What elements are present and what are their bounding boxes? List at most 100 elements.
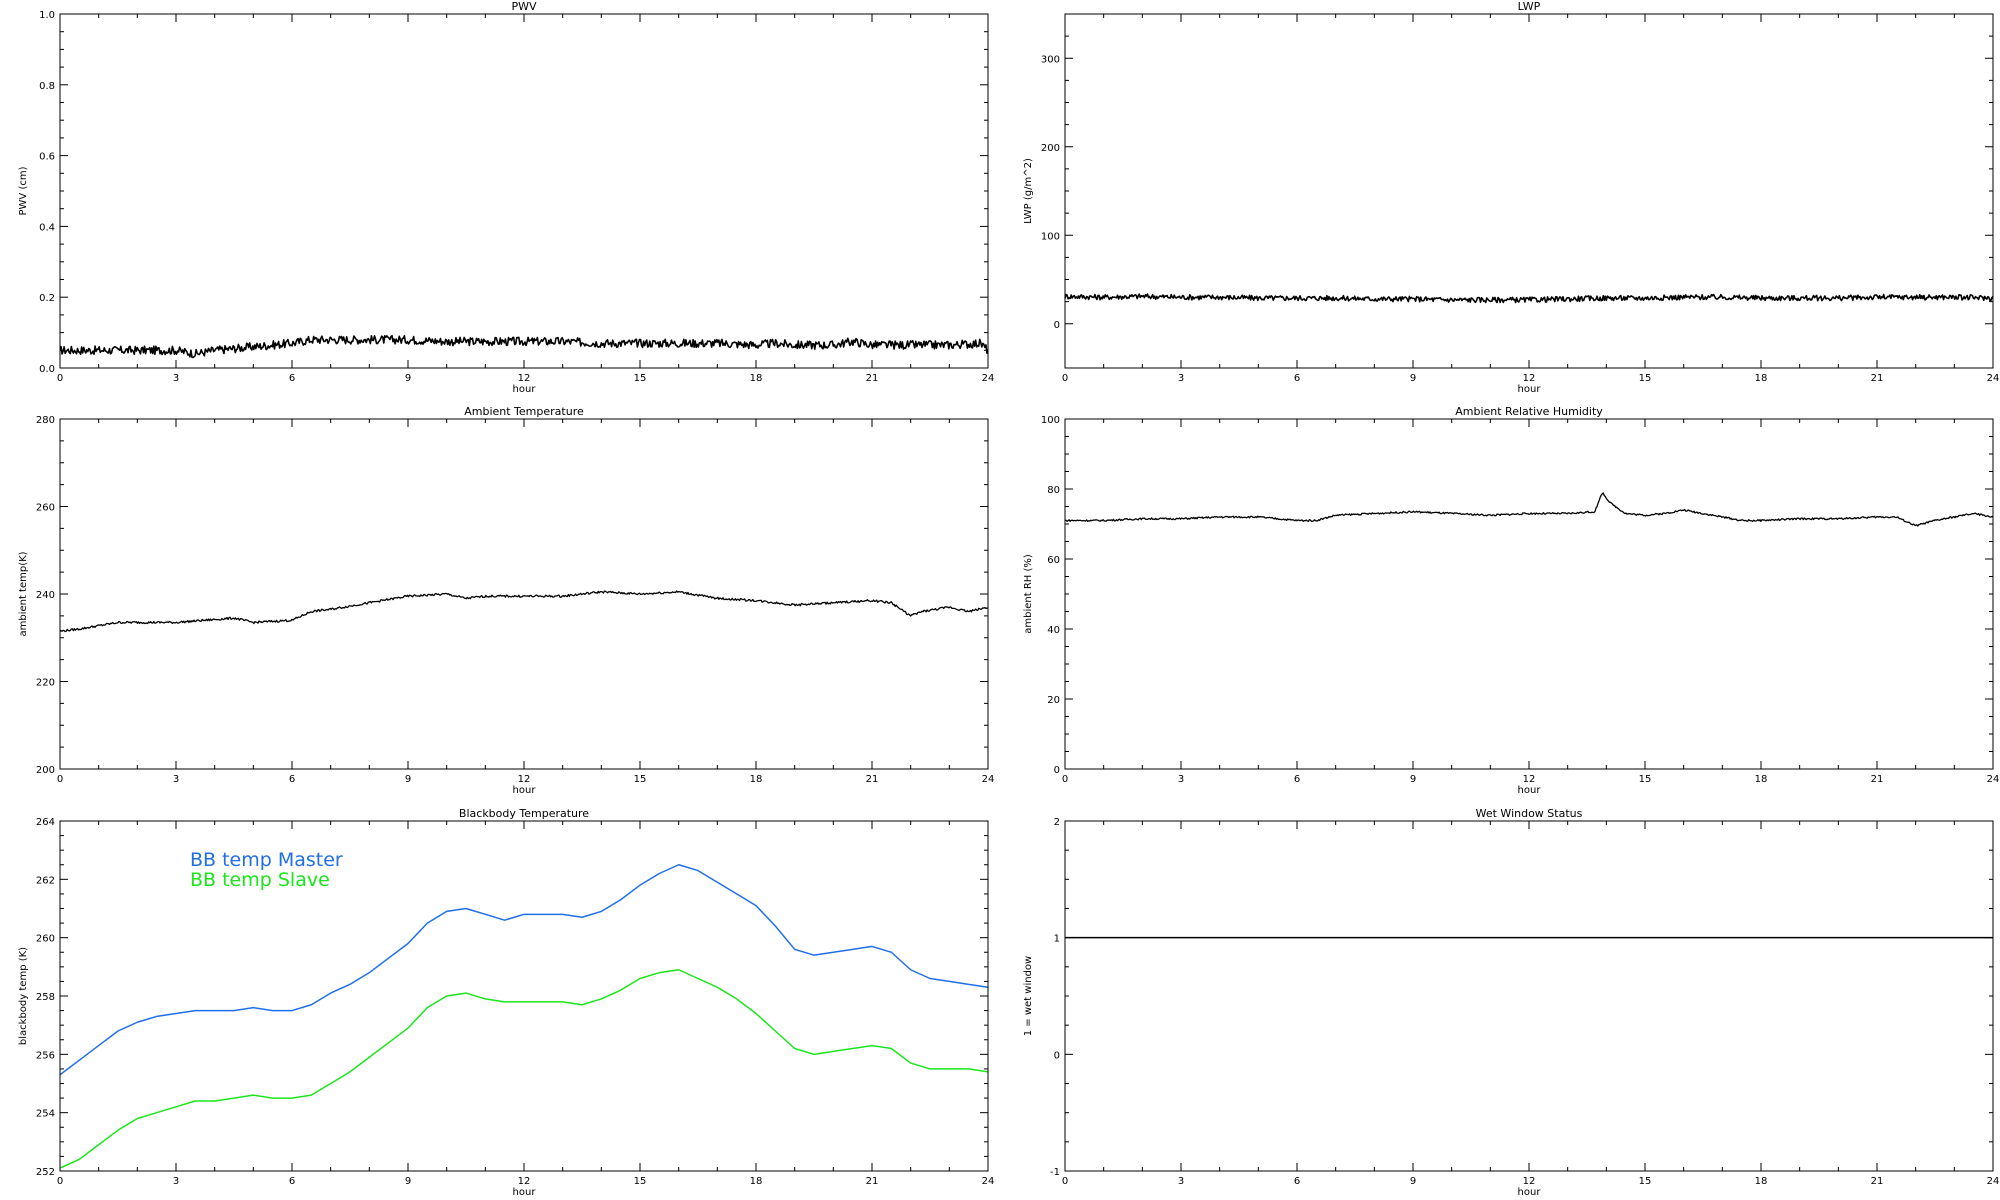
chart-title: LWP xyxy=(1518,0,1541,13)
plot-frame xyxy=(1064,13,1994,369)
x-axis-label: hour xyxy=(513,785,537,796)
x-tick-label: 6 xyxy=(1294,774,1300,785)
y-tick-label: 0.8 xyxy=(39,81,55,92)
y-tick-label: 0 xyxy=(1054,320,1060,331)
y-tick-label: 200 xyxy=(1041,143,1060,154)
y-tick-label: 0 xyxy=(1054,765,1060,776)
x-tick-label: 24 xyxy=(1987,373,2000,384)
x-tick-label: 21 xyxy=(1871,1176,1884,1187)
y-axis-label: PWV (cm) xyxy=(18,166,29,215)
y-tick-label: 60 xyxy=(1047,555,1060,566)
chart-title: Ambient Relative Humidity xyxy=(1455,405,1603,418)
y-tick-label: 0.6 xyxy=(39,152,55,163)
x-axis-label: hour xyxy=(513,384,537,395)
series-line-0 xyxy=(59,590,989,633)
legend-entry: BB temp Master xyxy=(190,849,343,871)
x-tick-label: 18 xyxy=(1755,774,1768,785)
x-tick-label: 24 xyxy=(1987,1176,2000,1187)
y-tick-label: 220 xyxy=(36,678,55,689)
x-tick-label: 21 xyxy=(866,774,879,785)
x-tick-label: 9 xyxy=(1410,1176,1416,1187)
x-tick-label: 15 xyxy=(1639,373,1652,384)
chart-title: Ambient Temperature xyxy=(464,405,584,418)
x-tick-label: 9 xyxy=(405,1176,411,1187)
x-tick-label: 18 xyxy=(750,373,763,384)
y-tick-label: -1 xyxy=(1050,1167,1060,1178)
x-tick-label: 0 xyxy=(1062,373,1068,384)
x-tick-label: 3 xyxy=(1178,774,1184,785)
y-tick-label: 1 xyxy=(1054,934,1060,945)
plot-frame xyxy=(59,418,989,770)
y-tick-label: 100 xyxy=(1041,231,1060,242)
y-tick-label: 20 xyxy=(1047,695,1060,706)
x-tick-label: 0 xyxy=(1062,774,1068,785)
legend-entry: BB temp Slave xyxy=(190,869,330,891)
y-tick-label: 258 xyxy=(36,992,55,1003)
x-axis-label: hour xyxy=(1518,785,1542,796)
y-axis-label: blackbody temp (K) xyxy=(18,947,29,1045)
x-tick-label: 15 xyxy=(1639,1176,1652,1187)
series-line-0 xyxy=(59,864,989,1076)
y-tick-label: 260 xyxy=(36,934,55,945)
x-tick-label: 24 xyxy=(982,774,995,785)
y-tick-label: 264 xyxy=(36,817,55,828)
x-tick-label: 12 xyxy=(1523,774,1536,785)
y-tick-label: 0.4 xyxy=(39,222,55,233)
x-tick-label: 3 xyxy=(173,373,179,384)
series-line-0 xyxy=(1064,293,1994,304)
chart-title: Wet Window Status xyxy=(1476,807,1583,820)
y-tick-label: 254 xyxy=(36,1109,55,1120)
y-tick-label: 262 xyxy=(36,875,55,886)
y-tick-label: 260 xyxy=(36,503,55,514)
plot-frame xyxy=(1064,820,1994,1172)
y-tick-label: 100 xyxy=(1041,415,1060,426)
x-tick-label: 21 xyxy=(866,1176,879,1187)
y-tick-label: 252 xyxy=(36,1167,55,1178)
y-axis-label: LWP (g/m^2) xyxy=(1023,158,1034,224)
chart-title: PWV xyxy=(511,0,537,13)
x-tick-label: 18 xyxy=(1755,373,1768,384)
x-tick-label: 6 xyxy=(289,373,295,384)
x-tick-label: 0 xyxy=(57,1176,63,1187)
y-axis-label: ambient temp(K) xyxy=(18,551,29,636)
y-tick-label: 280 xyxy=(36,415,55,426)
x-tick-label: 0 xyxy=(57,373,63,384)
x-tick-label: 3 xyxy=(1178,1176,1184,1187)
x-tick-label: 6 xyxy=(289,1176,295,1187)
y-axis-label: ambient RH (%) xyxy=(1023,554,1034,634)
panel-pwv: PWV 0 3 6 9 12 15 18 21 24 0.0 0.2 0.4 0.6 0.8 1.0 hour P… xyxy=(18,0,994,395)
x-tick-label: 6 xyxy=(289,774,295,785)
y-tick-label: 2 xyxy=(1054,817,1060,828)
y-tick-label: 300 xyxy=(1041,54,1060,65)
y-axis-label: 1 = wet window xyxy=(1023,956,1034,1036)
x-tick-label: 21 xyxy=(1871,774,1884,785)
x-tick-label: 24 xyxy=(982,1176,995,1187)
x-tick-label: 9 xyxy=(405,774,411,785)
x-axis-label: hour xyxy=(513,1187,537,1198)
x-tick-label: 3 xyxy=(1178,373,1184,384)
chart-title: Blackbody Temperature xyxy=(459,807,589,820)
x-tick-label: 3 xyxy=(173,1176,179,1187)
x-tick-label: 0 xyxy=(57,774,63,785)
x-tick-label: 9 xyxy=(1410,774,1416,785)
x-tick-label: 9 xyxy=(405,373,411,384)
x-tick-label: 24 xyxy=(982,373,995,384)
x-tick-label: 18 xyxy=(750,774,763,785)
x-tick-label: 12 xyxy=(518,373,531,384)
y-tick-label: 80 xyxy=(1047,485,1060,496)
panel-lwp: LWP 0 3 6 9 12 15 18 21 24 0 100 200 300 hour LWP (g/m^… xyxy=(1023,0,1999,395)
panel-ambient-temp: Ambient Temperature 0 3 6 9 12 15 18 21 24 200 220 2… xyxy=(18,405,994,796)
y-tick-label: 240 xyxy=(36,590,55,601)
y-tick-label: 0.0 xyxy=(39,364,55,375)
series-line-1 xyxy=(59,969,989,1169)
x-tick-label: 15 xyxy=(1639,774,1652,785)
x-tick-label: 12 xyxy=(518,1176,531,1187)
y-tick-label: 40 xyxy=(1047,625,1060,636)
y-tick-label: 200 xyxy=(36,765,55,776)
plot-frame xyxy=(1064,418,1994,770)
y-tick-label: 256 xyxy=(36,1050,55,1061)
panel-ambient-rh: Ambient Relative Humidity 0 3 6 9 12 15 18 21 24 0… xyxy=(1023,405,1999,796)
x-axis-label: hour xyxy=(1518,1187,1542,1198)
